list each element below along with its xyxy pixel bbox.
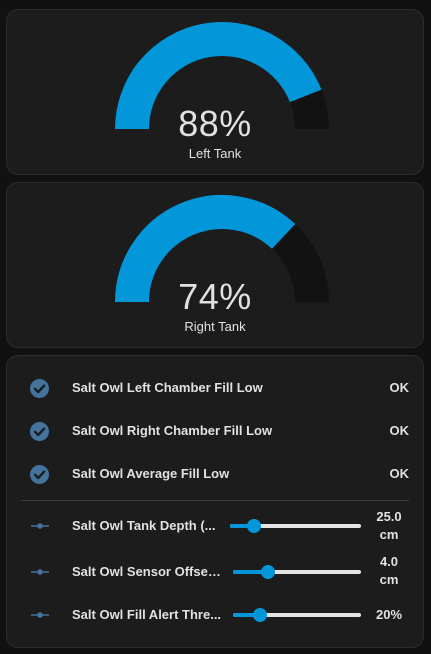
entity-row-right-chamber-fill-low[interactable]: Salt Owl Right Chamber Fill Low OK <box>7 416 423 446</box>
value-number: 20% <box>375 607 403 622</box>
right-tank-gauge <box>115 195 329 303</box>
gauge-card-left-tank[interactable]: 88% Left Tank <box>6 9 424 175</box>
gauge-fill <box>115 195 296 303</box>
number-row-sensor-offset: Salt Owl Sensor Offset... 4.0 cm <box>7 554 423 587</box>
gauge-value: 88% <box>178 103 252 144</box>
slider-knob[interactable] <box>252 608 267 622</box>
entity-row-left-chamber-fill-low[interactable]: Salt Owl Left Chamber Fill Low OK <box>7 373 423 403</box>
gauge-name: Right Tank <box>184 319 246 334</box>
check-circle-icon <box>30 379 49 398</box>
divider <box>21 500 409 501</box>
entity-label: Salt Owl Average Fill Low <box>72 466 230 481</box>
number-row-tank-depth: Salt Owl Tank Depth (... 25.0 cm <box>7 508 423 544</box>
slider-icon <box>31 612 49 618</box>
value-unit: cm <box>379 527 399 542</box>
entity-value: 20% <box>369 606 409 624</box>
entity-row-average-fill-low[interactable]: Salt Owl Average Fill Low OK <box>7 459 423 489</box>
number-row-fill-alert-threshold: Salt Owl Fill Alert Thre... 20% <box>7 600 423 630</box>
slider-knob[interactable] <box>246 519 261 533</box>
entity-state: OK <box>389 380 410 395</box>
check-circle-icon <box>30 422 49 441</box>
entity-state: OK <box>389 423 410 438</box>
gauge-card-right-tank[interactable]: 74% Right Tank <box>6 182 424 348</box>
slider-icon <box>31 569 49 575</box>
left-tank-gauge <box>115 22 329 130</box>
entity-value: 25.0 cm <box>369 508 409 544</box>
slider-knob[interactable] <box>260 565 275 579</box>
tank-depth-slider[interactable] <box>230 519 361 533</box>
entity-label: Salt Owl Right Chamber Fill Low <box>72 423 273 438</box>
fill-alert-threshold-slider[interactable] <box>233 608 361 622</box>
gauge-fill <box>115 22 322 130</box>
gauge-name: Left Tank <box>188 146 242 161</box>
entity-state: OK <box>389 466 410 481</box>
sensor-offset-slider[interactable] <box>233 565 361 579</box>
slider-fill <box>233 570 268 574</box>
check-circle-icon <box>30 465 49 484</box>
entity-label: Salt Owl Left Chamber Fill Low <box>72 380 263 395</box>
entity-label: Salt Owl Sensor Offset... <box>72 564 222 579</box>
value-unit: cm <box>379 572 399 587</box>
entity-label: Salt Owl Fill Alert Thre... <box>72 607 222 622</box>
entity-value: 4.0 cm <box>369 553 409 589</box>
slider-icon <box>31 523 49 529</box>
slider-fill <box>230 524 254 528</box>
value-number: 4.0 <box>379 554 399 569</box>
value-number: 25.0 <box>376 509 402 524</box>
slider-fill <box>233 613 260 617</box>
gauge-value: 74% <box>178 276 252 317</box>
entities-card: Salt Owl Left Chamber Fill Low OK Salt O… <box>6 355 424 648</box>
entity-label: Salt Owl Tank Depth (... <box>72 518 216 533</box>
